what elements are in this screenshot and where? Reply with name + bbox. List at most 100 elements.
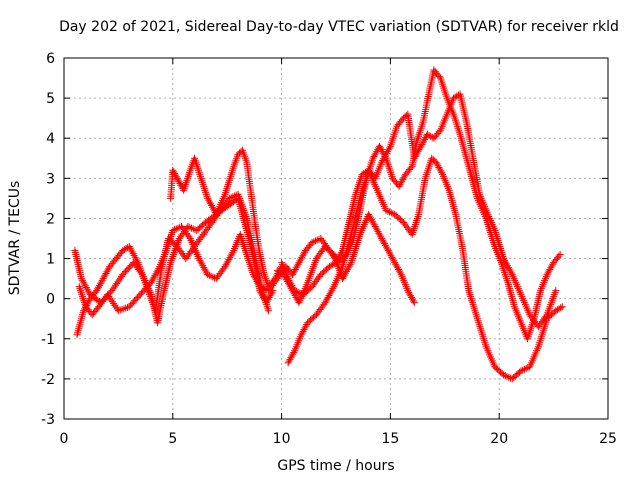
data-point-marker [111, 281, 119, 289]
data-point-marker [322, 297, 330, 305]
data-point-marker [125, 243, 133, 251]
data-point-marker [542, 312, 550, 320]
data-point-marker [520, 365, 528, 373]
data-point-marker [342, 267, 350, 275]
data-point-marker [209, 205, 217, 213]
data-point-marker [383, 148, 391, 156]
y-tick-label: 1 [46, 252, 55, 268]
plot-frame [63, 57, 609, 420]
data-point-marker [228, 250, 236, 258]
data-point-marker [558, 303, 566, 311]
data-point-marker [114, 307, 122, 315]
series-track-4 [75, 222, 290, 319]
grid [64, 58, 608, 419]
data-point-marker [191, 226, 199, 234]
data-point-marker [363, 167, 371, 175]
data-point-marker [171, 226, 179, 234]
data-point-marker [292, 293, 300, 301]
data-point-marker [152, 270, 160, 278]
y-tick-label: 0 [46, 292, 55, 308]
data-point-marker [80, 280, 88, 288]
data-point-marker [338, 248, 346, 256]
data-point-marker [517, 367, 525, 375]
data-point-marker [126, 244, 134, 252]
data-point-marker [500, 371, 508, 379]
y-tick-label: 6 [46, 51, 55, 67]
x-tick-label: 5 [168, 431, 177, 447]
data-point-marker [122, 304, 130, 312]
data-point-marker [225, 194, 233, 202]
data-point-marker [205, 271, 213, 279]
data-point-marker [288, 286, 296, 294]
data-point-marker [169, 166, 177, 174]
data-point-marker [150, 273, 158, 281]
data-point-marker [110, 300, 118, 308]
y-axis-label: SDTVAR / TECUs [7, 181, 23, 296]
data-point-marker [505, 265, 513, 273]
data-point-marker [324, 293, 332, 301]
x-tick-label: 15 [381, 431, 399, 447]
data-point-marker [328, 286, 336, 294]
data-point-marker [108, 287, 116, 295]
data-point-marker [435, 72, 443, 80]
data-point-marker [323, 295, 331, 303]
data-point-marker [84, 287, 92, 295]
data-point-marker [382, 151, 390, 159]
data-point-marker [147, 279, 155, 287]
data-point-marker [106, 294, 114, 302]
data-point-marker [503, 262, 511, 270]
data-point-marker [256, 283, 264, 291]
data-point-marker [339, 275, 347, 283]
data-point-marker [435, 128, 443, 136]
data-point-marker [229, 248, 237, 256]
data-points [71, 66, 566, 383]
data-point-marker [315, 235, 323, 243]
data-point-marker [387, 209, 395, 217]
data-point-marker [207, 272, 215, 280]
data-point-marker [326, 290, 334, 298]
data-point-marker [308, 239, 316, 247]
data-point-marker [287, 284, 295, 292]
data-point-marker [169, 226, 177, 234]
x-tick-label: 10 [273, 431, 291, 447]
data-point-marker [127, 246, 135, 254]
data-point-marker [291, 292, 299, 300]
axis-ticks [63, 57, 609, 420]
data-point-marker [195, 255, 203, 263]
data-point-marker [104, 291, 112, 299]
data-point-marker [258, 283, 266, 291]
data-point-marker [170, 168, 178, 176]
data-point-marker [111, 301, 119, 309]
data-point-marker [339, 273, 347, 281]
data-point-marker [259, 284, 267, 292]
data-point-marker [501, 372, 509, 380]
data-point-marker [221, 263, 229, 271]
data-point-marker [220, 264, 228, 272]
data-point-marker [501, 256, 509, 264]
data-point-marker [211, 274, 219, 282]
data-point-marker [112, 303, 120, 311]
data-point-marker [105, 292, 113, 300]
data-point-marker [149, 275, 157, 283]
data-point-marker [172, 173, 180, 181]
data-point-marker [155, 264, 163, 272]
data-point-marker [201, 265, 209, 273]
data-point-marker [312, 237, 320, 245]
data-point-marker [507, 269, 515, 277]
y-tick-label: -2 [41, 372, 55, 388]
data-point-marker [81, 282, 89, 290]
data-point-marker [381, 153, 389, 161]
data-point-marker [385, 144, 393, 152]
series-track-8 [273, 210, 418, 307]
data-point-marker [151, 271, 159, 279]
data-point-marker [225, 255, 233, 263]
data-point-marker [176, 223, 184, 231]
data-point-marker [184, 222, 192, 230]
data-point-marker [227, 194, 235, 202]
data-point-marker [198, 260, 206, 268]
data-point-marker [557, 304, 565, 312]
data-point-marker [148, 277, 156, 285]
data-point-marker [507, 374, 515, 382]
data-point-marker [114, 278, 122, 286]
